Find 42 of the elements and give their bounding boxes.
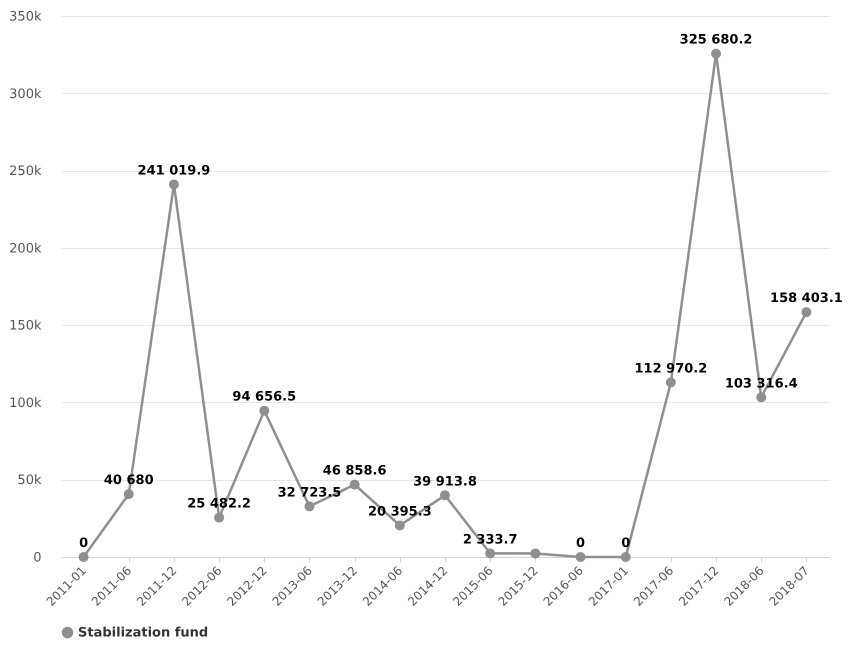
point (124, 489, 134, 500)
point (78, 552, 89, 562)
data-label: 325 680.2 (680, 32, 752, 48)
y-tick-label: 350k (9, 10, 42, 24)
point (394, 520, 405, 530)
point (666, 377, 676, 388)
point (576, 552, 586, 562)
y-tick-label: 300k (9, 86, 42, 102)
data-label: 46 858.6 (322, 464, 387, 479)
data-label: 39 913.8 (413, 474, 477, 490)
y-tick-label: 150k (9, 318, 42, 334)
point (214, 512, 224, 523)
point (485, 548, 496, 558)
point (620, 552, 631, 562)
y-tick-label: 250k (9, 164, 42, 180)
point (801, 307, 812, 318)
y-tick-label: 0 (33, 550, 42, 566)
point (711, 48, 722, 59)
data-label: 0 (79, 536, 88, 551)
y-tick-label: 200k (9, 241, 42, 256)
data-label: 103 316.4 (724, 376, 798, 392)
point (440, 490, 450, 500)
y-tick-label: 50k (17, 473, 42, 488)
point (168, 179, 179, 190)
point (350, 480, 360, 490)
data-label: 0 (621, 536, 630, 551)
data-label: 0 (576, 536, 586, 551)
data-label: 241 019.9 (138, 163, 210, 178)
data-label: 94 656.5 (232, 390, 296, 405)
data-label: 32 723.5 (278, 485, 342, 500)
data-label: 25 482.2 (187, 496, 251, 512)
point (304, 501, 314, 512)
data-label: 112 970.2 (634, 361, 708, 376)
data-label: 20 395.3 (368, 504, 432, 520)
data-label: 2 333.7 (462, 532, 518, 548)
y-tick-label: 100k (9, 396, 42, 411)
point (259, 406, 270, 416)
legend-label: Stabilization fund (78, 626, 208, 640)
data-label: 40 680 (104, 473, 154, 488)
point (756, 392, 766, 402)
point (530, 548, 540, 558)
data-label: 158 403.1 (770, 291, 843, 306)
